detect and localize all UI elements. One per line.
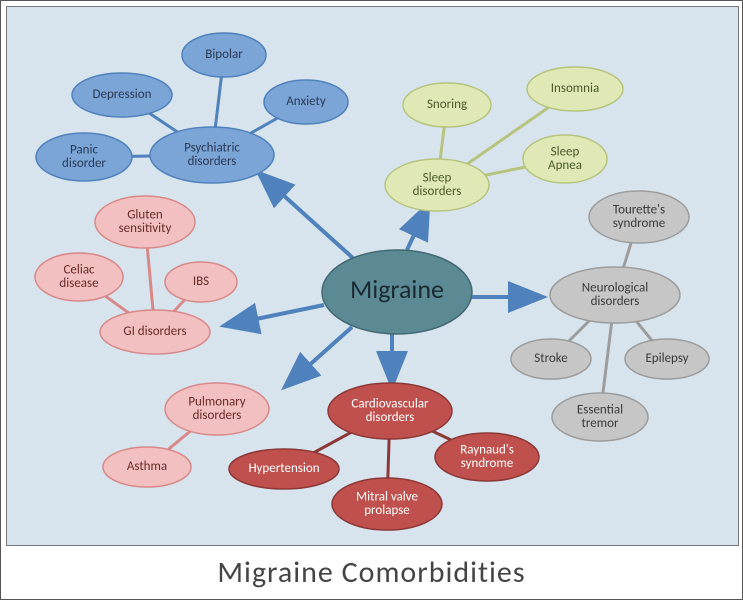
svg-text:disorders: disorders <box>193 408 242 423</box>
hub-center: Migraine <box>322 250 472 334</box>
svg-text:disorder: disorder <box>62 156 106 171</box>
node-cardio: Hypertension <box>229 449 339 489</box>
diagram-title: Migraine Comorbidities <box>1 547 742 599</box>
node-gi: IBS <box>165 262 237 302</box>
svg-text:Hypertension: Hypertension <box>248 461 319 476</box>
svg-text:GI disorders: GI disorders <box>123 324 186 339</box>
svg-text:Bipolar: Bipolar <box>205 47 243 62</box>
node-sleep: Insomnia <box>527 67 623 111</box>
svg-text:Insomnia: Insomnia <box>551 81 599 96</box>
svg-text:syndrome: syndrome <box>613 216 665 231</box>
nodes-layer: Depression Bipolar Anxiety Panicdisorder Psy… <box>35 33 709 530</box>
node-psychiatric: Depression <box>72 73 172 117</box>
node-sleep: Snoring <box>403 83 491 127</box>
node-psychiatric: Bipolar <box>182 33 266 77</box>
node-neuro: Tourette'ssyndrome <box>589 191 689 243</box>
node-neuro: Epilepsy <box>625 339 709 379</box>
svg-text:disorders: disorders <box>188 154 237 169</box>
diagram-frame: Depression Bipolar Anxiety Panicdisorder Psy… <box>0 0 743 600</box>
svg-text:Apnea: Apnea <box>548 158 582 173</box>
node-pulmonary: Asthma <box>103 447 191 487</box>
svg-text:prolapse: prolapse <box>364 503 410 518</box>
node-sleep: SleepApnea <box>523 135 607 183</box>
node-neuro: Essentialtremor <box>552 393 648 441</box>
svg-text:Anxiety: Anxiety <box>286 94 326 109</box>
node-psychiatric: Anxiety <box>264 80 348 124</box>
hub-neuro: Neurologicaldisorders <box>550 267 680 323</box>
node-psychiatric: Panicdisorder <box>36 133 132 181</box>
svg-text:tremor: tremor <box>582 416 619 431</box>
hub-gi: GI disorders <box>100 310 210 354</box>
svg-text:Asthma: Asthma <box>127 459 167 474</box>
node-gi: Glutensensitivity <box>95 196 195 248</box>
node-cardio: Raynaud'ssyndrome <box>435 433 539 481</box>
hub-psychiatric: Psychiatricdisorders <box>150 127 274 183</box>
svg-text:disease: disease <box>59 276 98 291</box>
svg-text:Snoring: Snoring <box>427 97 467 112</box>
hub-cardio: Cardiovasculardisorders <box>328 383 452 439</box>
svg-text:Stroke: Stroke <box>534 351 567 366</box>
svg-text:disorders: disorders <box>591 294 640 309</box>
svg-text:IBS: IBS <box>193 274 209 289</box>
hub-pulmonary: Pulmonarydisorders <box>165 383 269 435</box>
node-gi: Celiacdisease <box>35 253 123 301</box>
svg-text:sensitivity: sensitivity <box>119 221 172 236</box>
hub-sleep: Sleepdisorders <box>385 159 489 211</box>
svg-text:disorders: disorders <box>366 410 415 425</box>
svg-text:Epilepsy: Epilepsy <box>645 351 688 366</box>
svg-text:Migraine: Migraine <box>350 273 444 305</box>
node-neuro: Stroke <box>511 339 591 379</box>
svg-text:Depression: Depression <box>93 87 152 102</box>
svg-text:syndrome: syndrome <box>461 456 513 471</box>
diagram-canvas: Depression Bipolar Anxiety Panicdisorder Psy… <box>6 6 739 546</box>
node-cardio: Mitral valveprolapse <box>332 478 442 530</box>
svg-text:disorders: disorders <box>413 184 462 199</box>
diagram-svg: Depression Bipolar Anxiety Panicdisorder Psy… <box>7 7 738 545</box>
